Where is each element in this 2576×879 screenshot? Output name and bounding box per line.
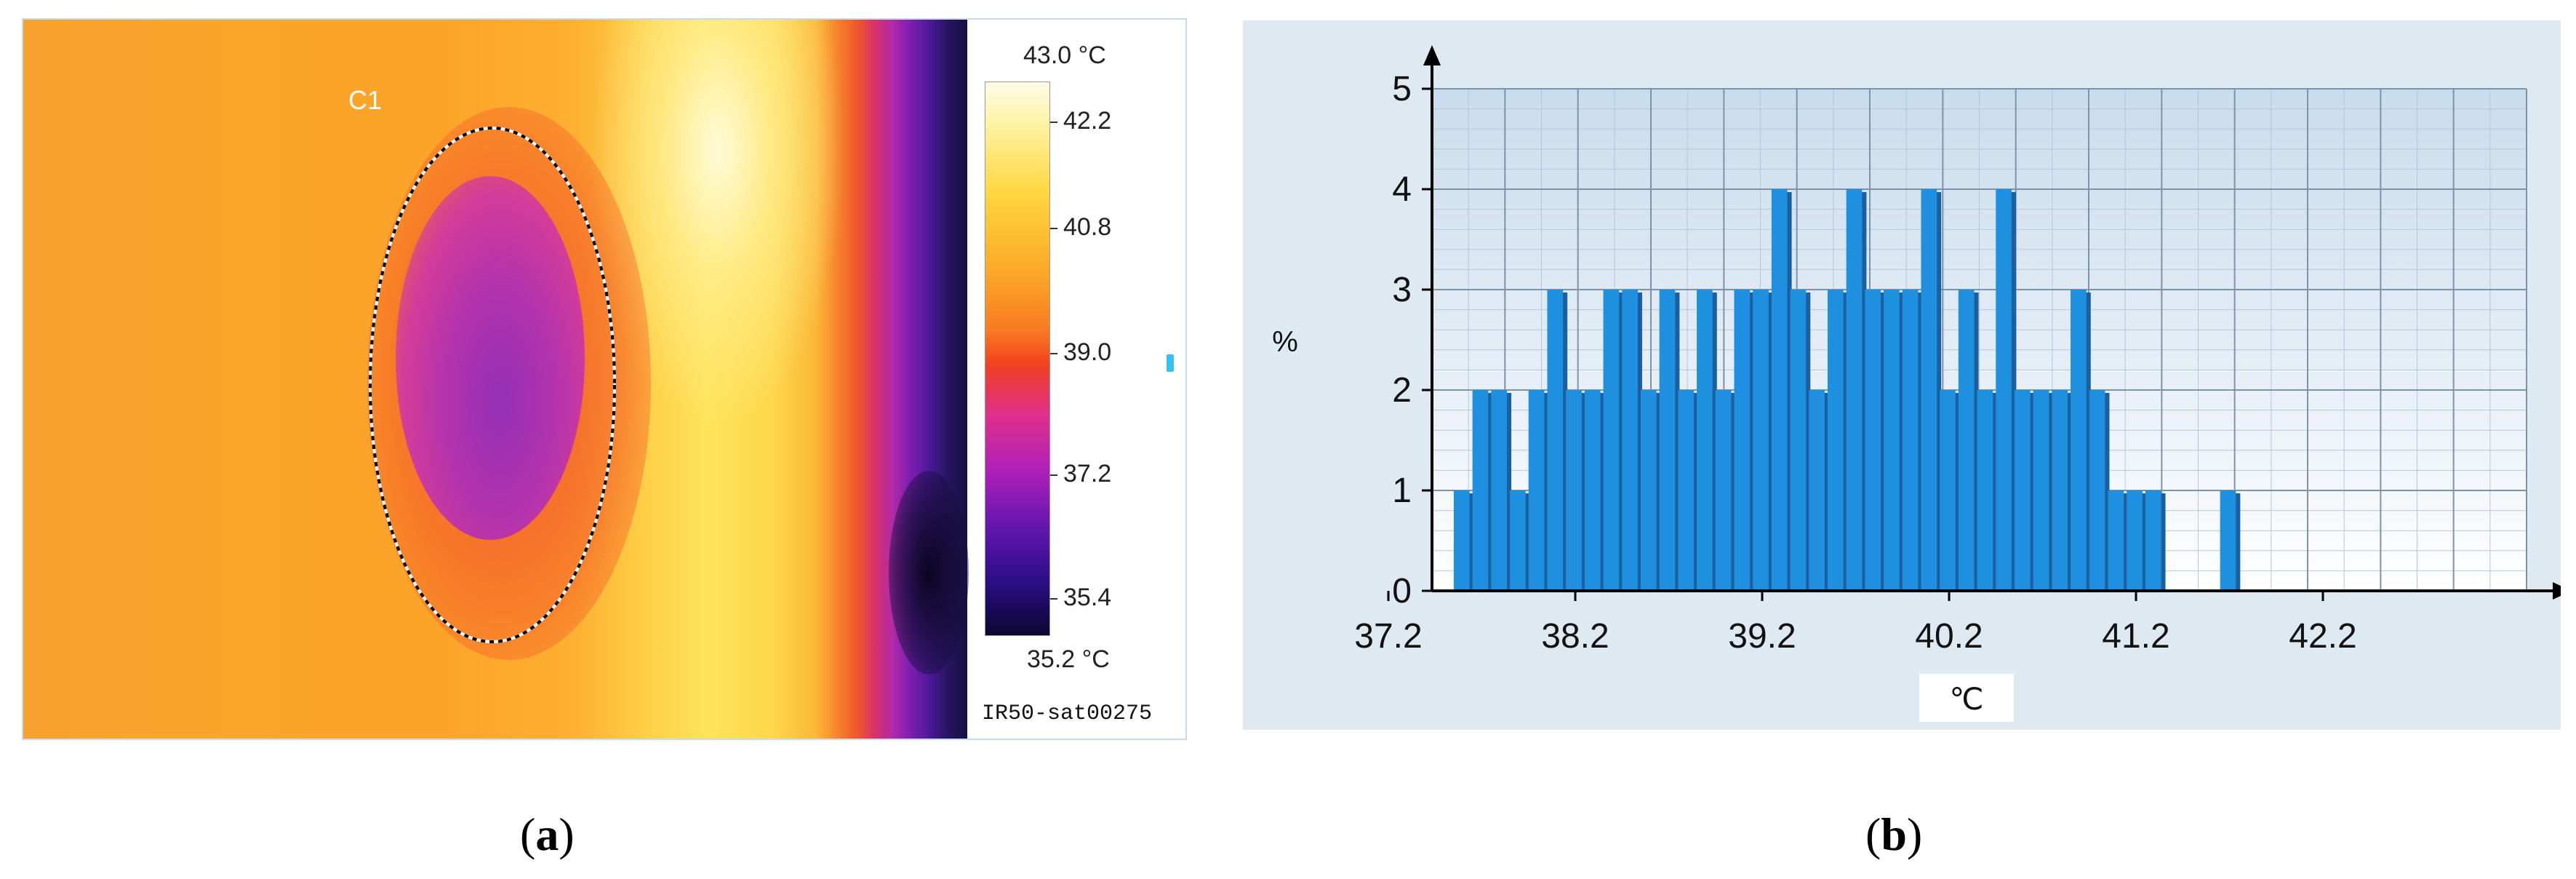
histogram-bar: [1771, 189, 1788, 591]
x-label-box: [1919, 674, 2014, 722]
histogram-bar: [1715, 390, 1732, 591]
histogram-bar: [1809, 390, 1825, 591]
histogram-bar: [1921, 189, 1937, 591]
histogram-bar: [2220, 490, 2236, 591]
histogram-bar: [1958, 290, 1975, 591]
histogram-bar: [1472, 390, 1489, 591]
histogram-bar: [1697, 290, 1713, 591]
histogram-bar: [2071, 290, 2087, 591]
histogram-bar: [1940, 390, 1956, 591]
histogram-bar: [1640, 390, 1657, 591]
colorbar-tick: [1050, 474, 1057, 476]
y-tick-label: 4: [1392, 170, 1412, 209]
colorbar: [985, 81, 1050, 636]
x-tick-label: 40.2: [1915, 617, 1983, 656]
caption-a-letter: a: [535, 808, 559, 860]
colorbar-tick-label: 40.8: [1063, 213, 1112, 241]
y-axis-arrow: [1423, 45, 1441, 65]
histogram-bar: [2108, 490, 2124, 591]
histogram-bar: [1827, 290, 1844, 591]
histogram-panel: 0 1 2 3 4 5 37.2 38.2 39.2 40.2 41.2 42.2 ℃ %: [1243, 20, 2561, 730]
y-tick-label: 0: [1392, 572, 1412, 610]
histogram-bar: [1865, 290, 1881, 591]
histogram-bar: [2014, 390, 2031, 591]
roi-ellipse: [369, 127, 616, 643]
colorbar-tick-label: 39.0: [1063, 338, 1112, 366]
colorbar-tick-label: 42.2: [1063, 107, 1112, 135]
x-axis-label: ℃: [1949, 683, 1983, 717]
histogram-bar: [1622, 290, 1638, 591]
x-axis-arrow: [2553, 582, 2561, 600]
histogram-bar: [1996, 189, 2012, 591]
y-tick-label: 5: [1392, 70, 1412, 108]
caption-b-letter: b: [1881, 808, 1907, 860]
x-axis-ticks: 37.2 38.2 39.2 40.2 41.2 42.2: [1354, 591, 2357, 656]
colorbar-tick: [1050, 353, 1057, 354]
histogram-bar: [2089, 390, 2105, 591]
histogram-bar: [1453, 490, 1470, 591]
histogram-bar: [1547, 290, 1564, 591]
caption-a: (a): [520, 808, 575, 860]
cool-region: [396, 176, 585, 540]
roi-label: C1: [348, 85, 383, 115]
histogram-bar: [2127, 490, 2143, 591]
colorbar-tick: [1050, 122, 1057, 123]
histogram-bar: [1510, 490, 1526, 591]
y-tick-label: 2: [1392, 371, 1412, 410]
histogram-bar: [1734, 290, 1751, 591]
axes: [1423, 45, 2561, 600]
histogram-bar: [1678, 390, 1695, 591]
y-axis-ticks: 0 1 2 3 4 5: [1392, 70, 1432, 610]
histogram-bar: [1603, 290, 1620, 591]
histogram-bar: [1846, 189, 1863, 591]
histogram-bar: [2052, 390, 2068, 591]
y-axis-label: %: [1272, 326, 1298, 358]
x-tick-label: 41.2: [2102, 617, 2169, 656]
panel-edge-handle: [1167, 354, 1174, 372]
colorbar-min-label: 35.2 °C: [1027, 645, 1110, 673]
histogram-bar: [1902, 290, 1919, 591]
thermal-image-panel: C1 43.0 °C 42.2 40.8 39.0 37.2 35.4 35.2…: [22, 18, 1187, 740]
image-id-label: IR50-sat00275: [982, 701, 1153, 726]
histogram-bar: [2145, 490, 2161, 591]
colorbar-tick-label: 37.2: [1063, 460, 1112, 488]
histogram-bar: [1884, 290, 1900, 591]
colorbar-tick-label: 35.4: [1063, 584, 1112, 611]
colorbar-tick: [1050, 228, 1057, 229]
histogram-bar: [1977, 390, 1993, 591]
histogram-bar: [1566, 390, 1582, 591]
y-tick-label: 3: [1392, 271, 1412, 309]
histogram-bar: [1753, 290, 1769, 591]
colorbar-max-label: 43.0 °C: [1023, 41, 1106, 69]
y-tick-label: 1: [1392, 472, 1412, 510]
colorbar-tick: [1050, 598, 1057, 600]
histogram-bar: [1528, 390, 1545, 591]
x-tick-label: 38.2: [1541, 617, 1609, 656]
histogram-bar: [1584, 390, 1601, 591]
x-tick-label: 42.2: [2289, 617, 2356, 656]
x-tick-label: 39.2: [1728, 617, 1796, 656]
histogram-bars: [1453, 189, 2241, 591]
histogram-bar: [1790, 290, 1807, 591]
histogram-bar: [1659, 290, 1676, 591]
histogram-chart: 0 1 2 3 4 5 37.2 38.2 39.2 40.2 41.2 42.2 ℃ %: [1272, 45, 2561, 722]
x-tick-label: 37.2: [1354, 617, 1422, 656]
histogram-bar: [1491, 390, 1508, 591]
cold-spot: [889, 471, 969, 675]
caption-b: (b): [1865, 808, 1923, 860]
histogram-bar: [2033, 390, 2049, 591]
